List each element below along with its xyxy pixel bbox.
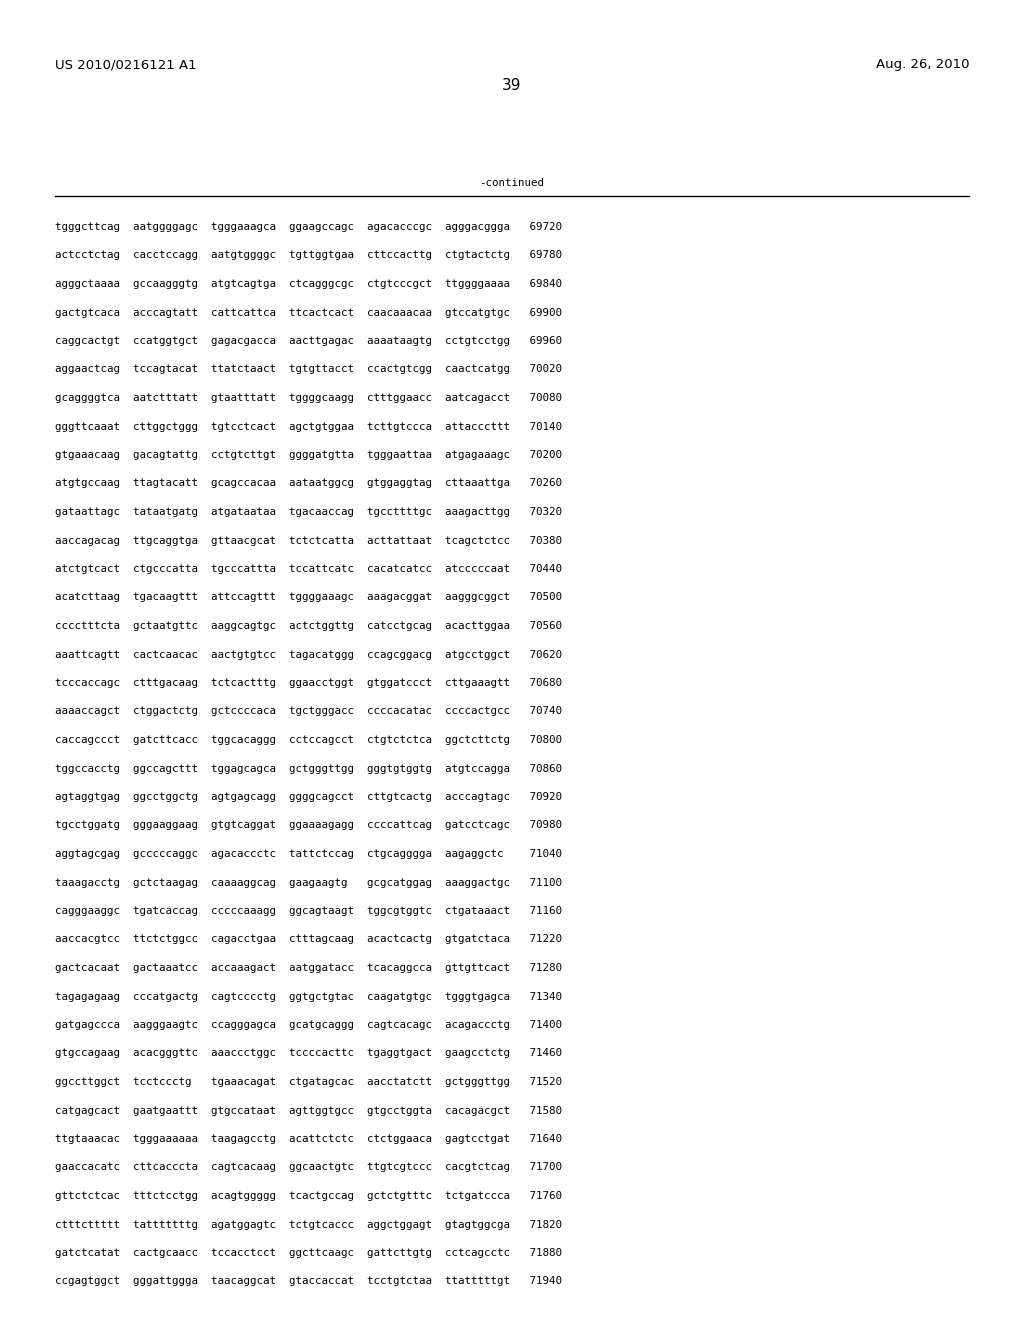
Text: gactgtcaca  acccagtatt  cattcattca  ttcactcact  caacaaacaa  gtccatgtgc   69900: gactgtcaca acccagtatt cattcattca ttcactc… (55, 308, 562, 318)
Text: US 2010/0216121 A1: US 2010/0216121 A1 (55, 58, 197, 71)
Text: tgcctggatg  gggaaggaag  gtgtcaggat  ggaaaagagg  ccccattcag  gatcctcagc   70980: tgcctggatg gggaaggaag gtgtcaggat ggaaaag… (55, 821, 562, 830)
Text: taaagacctg  gctctaagag  caaaaggcag  gaagaagtg   gcgcatggag  aaaggactgc   71100: taaagacctg gctctaagag caaaaggcag gaagaag… (55, 878, 562, 887)
Text: atctgtcact  ctgcccatta  tgcccattta  tccattcatc  cacatcatcc  atcccccaat   70440: atctgtcact ctgcccatta tgcccattta tccattc… (55, 564, 562, 574)
Text: cccctttcta  gctaatgttc  aaggcagtgc  actctggttg  catcctgcag  acacttggaa   70560: cccctttcta gctaatgttc aaggcagtgc actctgg… (55, 620, 562, 631)
Text: Aug. 26, 2010: Aug. 26, 2010 (876, 58, 969, 71)
Text: acatcttaag  tgacaagttt  attccagttt  tggggaaagc  aaagacggat  aagggcggct   70500: acatcttaag tgacaagttt attccagttt tggggaa… (55, 593, 562, 602)
Text: catgagcact  gaatgaattt  gtgccataat  agttggtgcc  gtgcctggta  cacagacgct   71580: catgagcact gaatgaattt gtgccataat agttggt… (55, 1106, 562, 1115)
Text: ccgagtggct  gggattggga  taacaggcat  gtaccaccat  tcctgtctaa  ttatttttgt   71940: ccgagtggct gggattggga taacaggcat gtaccac… (55, 1276, 562, 1287)
Text: gtgaaacaag  gacagtattg  cctgtcttgt  ggggatgtta  tgggaattaa  atgagaaagc   70200: gtgaaacaag gacagtattg cctgtcttgt ggggatg… (55, 450, 562, 459)
Text: ggccttggct  tcctccctg   tgaaacagat  ctgatagcac  aacctatctt  gctgggttgg   71520: ggccttggct tcctccctg tgaaacagat ctgatagc… (55, 1077, 562, 1086)
Text: ttgtaaacac  tgggaaaaaa  taagagcctg  acattctctc  ctctggaaca  gagtcctgat   71640: ttgtaaacac tgggaaaaaa taagagcctg acattct… (55, 1134, 562, 1144)
Text: gtgccagaag  acacgggttc  aaaccctggc  tccccacttc  tgaggtgact  gaagcctctg   71460: gtgccagaag acacgggttc aaaccctggc tccccac… (55, 1048, 562, 1059)
Text: aaccacgtcc  ttctctggcc  cagacctgaa  ctttagcaag  acactcactg  gtgatctaca   71220: aaccacgtcc ttctctggcc cagacctgaa ctttagc… (55, 935, 562, 945)
Text: atgtgccaag  ttagtacatt  gcagccacaa  aataatggcg  gtggaggtag  cttaaattga   70260: atgtgccaag ttagtacatt gcagccacaa aataatg… (55, 479, 562, 488)
Text: gcaggggtca  aatctttatt  gtaatttatt  tggggcaagg  ctttggaacc  aatcagacct   70080: gcaggggtca aatctttatt gtaatttatt tggggca… (55, 393, 562, 403)
Text: gactcacaat  gactaaatcc  accaaagact  aatggatacc  tcacaggcca  gttgttcact   71280: gactcacaat gactaaatcc accaaagact aatggat… (55, 964, 562, 973)
Text: tggccacctg  ggccagcttt  tggagcagca  gctgggttgg  gggtgtggtg  atgtccagga   70860: tggccacctg ggccagcttt tggagcagca gctgggt… (55, 763, 562, 774)
Text: caggcactgt  ccatggtgct  gagacgacca  aacttgagac  aaaataagtg  cctgtcctgg   69960: caggcactgt ccatggtgct gagacgacca aacttga… (55, 337, 562, 346)
Text: tgggcttcag  aatggggagc  tgggaaagca  ggaagccagc  agacacccgc  agggacggga   69720: tgggcttcag aatggggagc tgggaaagca ggaagcc… (55, 222, 562, 232)
Text: gggttcaaat  cttggctggg  tgtcctcact  agctgtggaa  tcttgtccca  attacccttt   70140: gggttcaaat cttggctggg tgtcctcact agctgtg… (55, 421, 562, 432)
Text: gatgagccca  aagggaagtc  ccagggagca  gcatgcaggg  cagtcacagc  acagaccctg   71400: gatgagccca aagggaagtc ccagggagca gcatgca… (55, 1020, 562, 1030)
Text: caccagccct  gatcttcacc  tggcacaggg  cctccagcct  ctgtctctca  ggctcttctg   70800: caccagccct gatcttcacc tggcacaggg cctccag… (55, 735, 562, 744)
Text: ctttcttttt  tatttttttg  agatggagtc  tctgtcaccc  aggctggagt  gtagtggcga   71820: ctttcttttt tatttttttg agatggagtc tctgtca… (55, 1220, 562, 1229)
Text: agggctaaaa  gccaagggtg  atgtcagtga  ctcagggcgc  ctgtcccgct  ttggggaaaa   69840: agggctaaaa gccaagggtg atgtcagtga ctcaggg… (55, 279, 562, 289)
Text: aaattcagtt  cactcaacac  aactgtgtcc  tagacatggg  ccagcggacg  atgcctggct   70620: aaattcagtt cactcaacac aactgtgtcc tagacat… (55, 649, 562, 660)
Text: gaaccacatc  cttcacccta  cagtcacaag  ggcaactgtc  ttgtcgtccc  cacgtctcag   71700: gaaccacatc cttcacccta cagtcacaag ggcaact… (55, 1163, 562, 1172)
Text: -continued: -continued (479, 178, 545, 187)
Text: gatctcatat  cactgcaacc  tccacctcct  ggcttcaagc  gattcttgtg  cctcagcctc   71880: gatctcatat cactgcaacc tccacctcct ggcttca… (55, 1247, 562, 1258)
Text: tcccaccagc  ctttgacaag  tctcactttg  ggaacctggt  gtggatccct  cttgaaagtt   70680: tcccaccagc ctttgacaag tctcactttg ggaacct… (55, 678, 562, 688)
Text: tagagagaag  cccatgactg  cagtcccctg  ggtgctgtac  caagatgtgc  tgggtgagca   71340: tagagagaag cccatgactg cagtcccctg ggtgctg… (55, 991, 562, 1002)
Text: aggtagcgag  gcccccaggc  agacaccctc  tattctccag  ctgcagggga  aagaggctc    71040: aggtagcgag gcccccaggc agacaccctc tattctc… (55, 849, 562, 859)
Text: aaaaccagct  ctggactctg  gctccccaca  tgctgggacc  ccccacatac  ccccactgcc   70740: aaaaccagct ctggactctg gctccccaca tgctggg… (55, 706, 562, 717)
Text: aaccagacag  ttgcaggtga  gttaacgcat  tctctcatta  acttattaat  tcagctctcc   70380: aaccagacag ttgcaggtga gttaacgcat tctctca… (55, 536, 562, 545)
Text: 39: 39 (502, 78, 522, 92)
Text: aggaactcag  tccagtacat  ttatctaact  tgtgttacct  ccactgtcgg  caactcatgg   70020: aggaactcag tccagtacat ttatctaact tgtgtta… (55, 364, 562, 375)
Text: cagggaaggc  tgatcaccag  cccccaaagg  ggcagtaagt  tggcgtggtc  ctgataaact   71160: cagggaaggc tgatcaccag cccccaaagg ggcagta… (55, 906, 562, 916)
Text: agtaggtgag  ggcctggctg  agtgagcagg  ggggcagcct  cttgtcactg  acccagtagc   70920: agtaggtgag ggcctggctg agtgagcagg ggggcag… (55, 792, 562, 803)
Text: actcctctag  cacctccagg  aatgtggggc  tgttggtgaa  cttccacttg  ctgtactctg   69780: actcctctag cacctccagg aatgtggggc tgttggt… (55, 251, 562, 260)
Text: gataattagc  tataatgatg  atgataataa  tgacaaccag  tgccttttgc  aaagacttgg   70320: gataattagc tataatgatg atgataataa tgacaac… (55, 507, 562, 517)
Text: gttctctcac  tttctcctgg  acagtggggg  tcactgccag  gctctgtttc  tctgatccca   71760: gttctctcac tttctcctgg acagtggggg tcactgc… (55, 1191, 562, 1201)
